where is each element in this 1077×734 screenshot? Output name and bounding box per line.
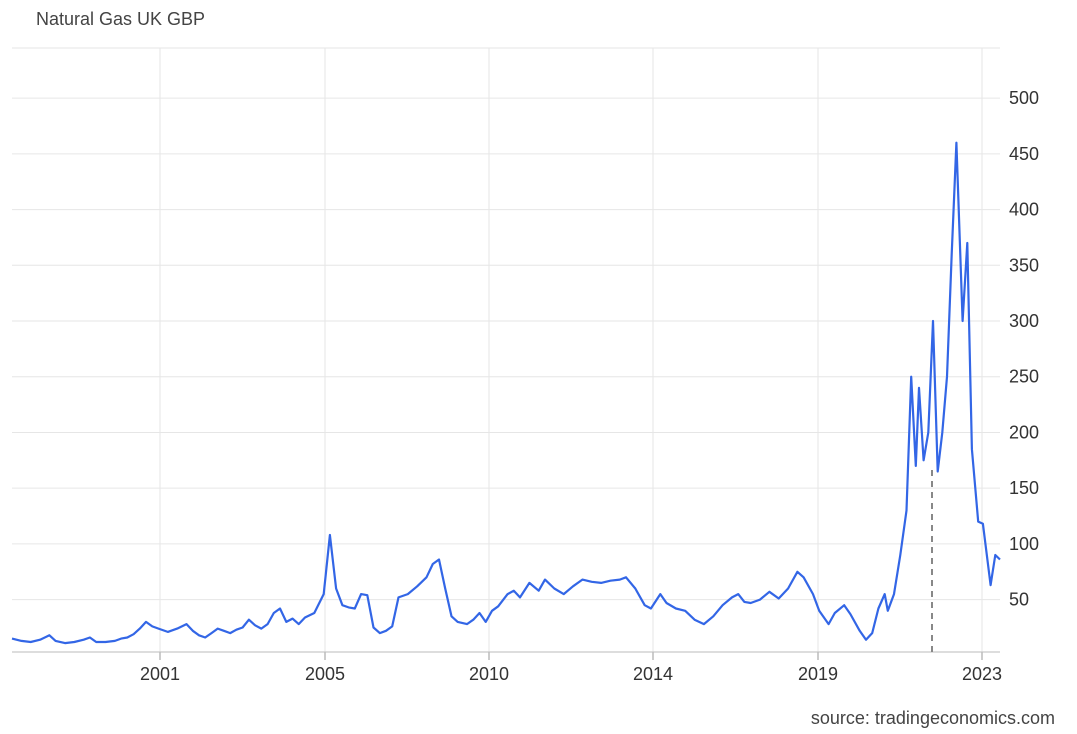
x-tick-label: 2014 <box>633 664 673 684</box>
line-chart: 2001 2005 2010 2014 2019 2023 50 100 150 200 250 3… <box>11 47 1039 684</box>
y-tick-label: 50 <box>1009 590 1029 610</box>
x-tick-label: 2005 <box>305 664 345 684</box>
grid <box>12 47 1000 652</box>
x-tick-label: 2001 <box>140 664 180 684</box>
y-tick-label: 500 <box>1009 88 1039 108</box>
y-axis: 50 100 150 200 250 300 350 400 450 500 <box>1009 88 1039 609</box>
x-axis: 2001 2005 2010 2014 2019 2023 <box>140 652 1002 684</box>
x-tick-label: 2023 <box>962 664 1002 684</box>
y-tick-label: 250 <box>1009 367 1039 387</box>
chart-title: Natural Gas UK GBP <box>36 9 206 29</box>
y-tick-label: 350 <box>1009 255 1039 275</box>
y-tick-label: 150 <box>1009 478 1039 498</box>
series-line <box>11 141 1001 645</box>
y-tick-label: 400 <box>1009 200 1039 220</box>
y-tick-label: 450 <box>1009 144 1039 164</box>
y-tick-label: 100 <box>1009 534 1039 554</box>
x-tick-label: 2019 <box>798 664 838 684</box>
x-tick-label: 2010 <box>469 664 509 684</box>
y-tick-label: 200 <box>1009 422 1039 442</box>
source-credit: source: tradingeconomics.com <box>810 708 1055 728</box>
y-tick-label: 300 <box>1009 311 1039 331</box>
